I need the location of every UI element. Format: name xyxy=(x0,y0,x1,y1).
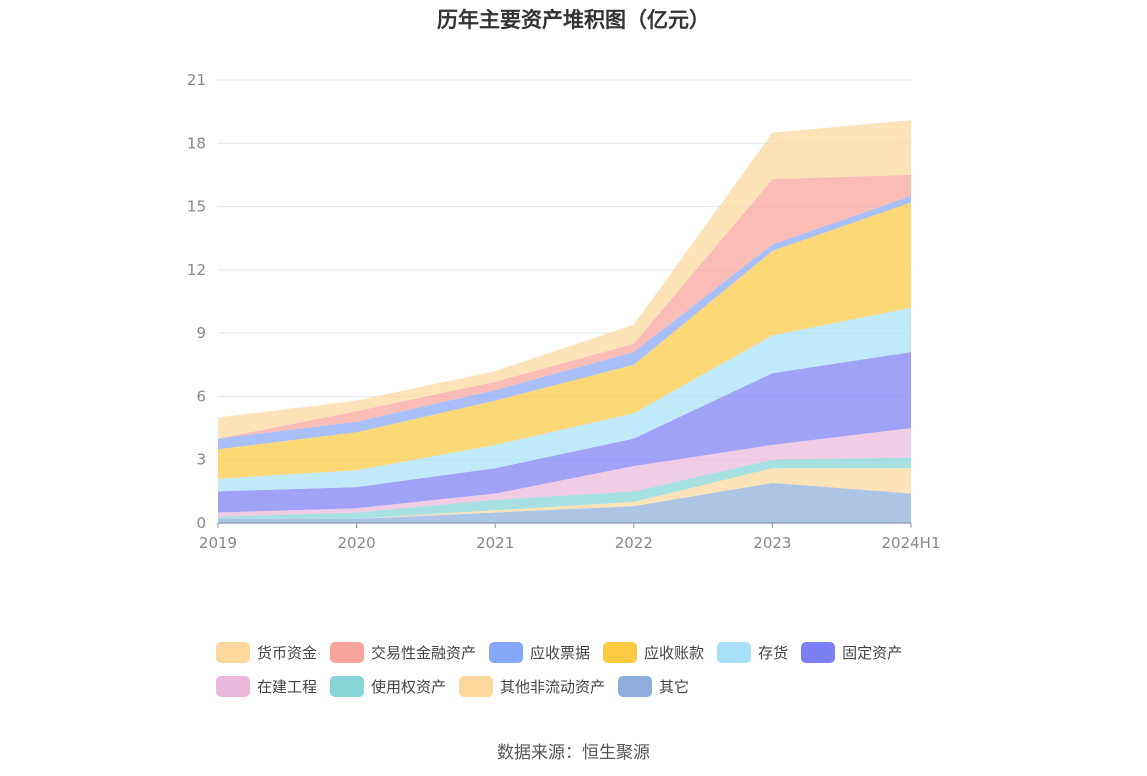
x-tick-label: 2020 xyxy=(338,534,376,552)
legend-item[interactable]: 其它 xyxy=(618,674,689,698)
area-series xyxy=(218,120,911,523)
legend-swatch xyxy=(717,641,752,663)
legend-swatch xyxy=(618,675,653,697)
y-tick-label: 21 xyxy=(187,71,206,89)
legend-swatch xyxy=(603,641,638,663)
axes: 0 3 6 9 12 15 18 21 2019 2020 2021 2022 2023 2024H1 xyxy=(187,71,941,552)
x-tick-label: 2019 xyxy=(199,534,237,552)
area-series-4 xyxy=(218,352,911,513)
x-tick-label: 2024H1 xyxy=(882,534,941,552)
area-series-6 xyxy=(218,202,911,479)
x-tick-label: 2021 xyxy=(476,534,514,552)
x-tick-label: 2022 xyxy=(615,534,653,552)
legend-swatch xyxy=(330,641,365,663)
legend-swatch xyxy=(216,641,250,663)
y-tick-label: 12 xyxy=(187,261,206,279)
legend-label: 货币资金 xyxy=(257,643,318,662)
legend-label: 交易性金融资产 xyxy=(371,643,477,662)
legend-item[interactable]: 应收票据 xyxy=(489,640,590,664)
legend-label: 其它 xyxy=(659,677,690,696)
y-tick-label: 18 xyxy=(187,134,206,152)
area-series-0 xyxy=(218,482,911,523)
legend-item[interactable]: 固定资产 xyxy=(801,640,902,664)
data-source-note: 数据来源：恒生聚源 xyxy=(497,743,650,763)
chart-title: 历年主要资产堆积图（亿元） xyxy=(437,8,710,32)
area-series-5 xyxy=(218,307,911,492)
legend-swatch xyxy=(459,675,494,697)
legend-label: 使用权资产 xyxy=(371,677,447,696)
y-tick-label: 0 xyxy=(196,514,206,532)
legend-label: 应收票据 xyxy=(530,643,591,662)
y-tick-label: 6 xyxy=(196,387,206,405)
area-series-8 xyxy=(218,174,911,439)
legend-item[interactable]: 存货 xyxy=(717,640,788,664)
legend-item[interactable]: 交易性金融资产 xyxy=(330,640,476,664)
legend-swatch xyxy=(489,641,524,663)
legend-swatch xyxy=(801,641,836,663)
area-series-9 xyxy=(218,120,911,439)
stacked-area-chart: 0 3 6 9 12 15 18 21 2019 2020 2021 2022 2023 2024H1 xyxy=(187,71,941,552)
y-tick-label: 9 xyxy=(196,324,206,342)
legend-label: 固定资产 xyxy=(842,643,903,662)
legend-label: 应收账款 xyxy=(644,643,705,662)
legend-item[interactable]: 应收账款 xyxy=(603,640,704,664)
legend-swatch xyxy=(330,675,365,697)
legend-label: 其他非流动资产 xyxy=(500,677,606,696)
legend-swatch xyxy=(216,675,250,697)
chart-legend: 货币资金 交易性金融资产 应收票据 应收账款 存货 固定资产在建工程 使用权资产 其他非流动资… xyxy=(216,640,976,708)
legend-item[interactable]: 使用权资产 xyxy=(330,674,446,698)
legend-label: 存货 xyxy=(758,643,789,662)
legend-item[interactable]: 其他非流动资产 xyxy=(459,674,605,698)
legend-label: 在建工程 xyxy=(257,677,318,696)
area-series-2 xyxy=(218,457,911,519)
area-series-3 xyxy=(218,428,911,517)
y-tick-label: 3 xyxy=(196,451,206,469)
legend-item[interactable]: 货币资金 xyxy=(216,640,317,664)
area-series-7 xyxy=(218,196,911,450)
x-tick-label: 2023 xyxy=(753,534,791,552)
y-tick-label: 15 xyxy=(187,198,206,216)
area-series-1 xyxy=(218,468,911,519)
legend-item[interactable]: 在建工程 xyxy=(216,674,317,698)
